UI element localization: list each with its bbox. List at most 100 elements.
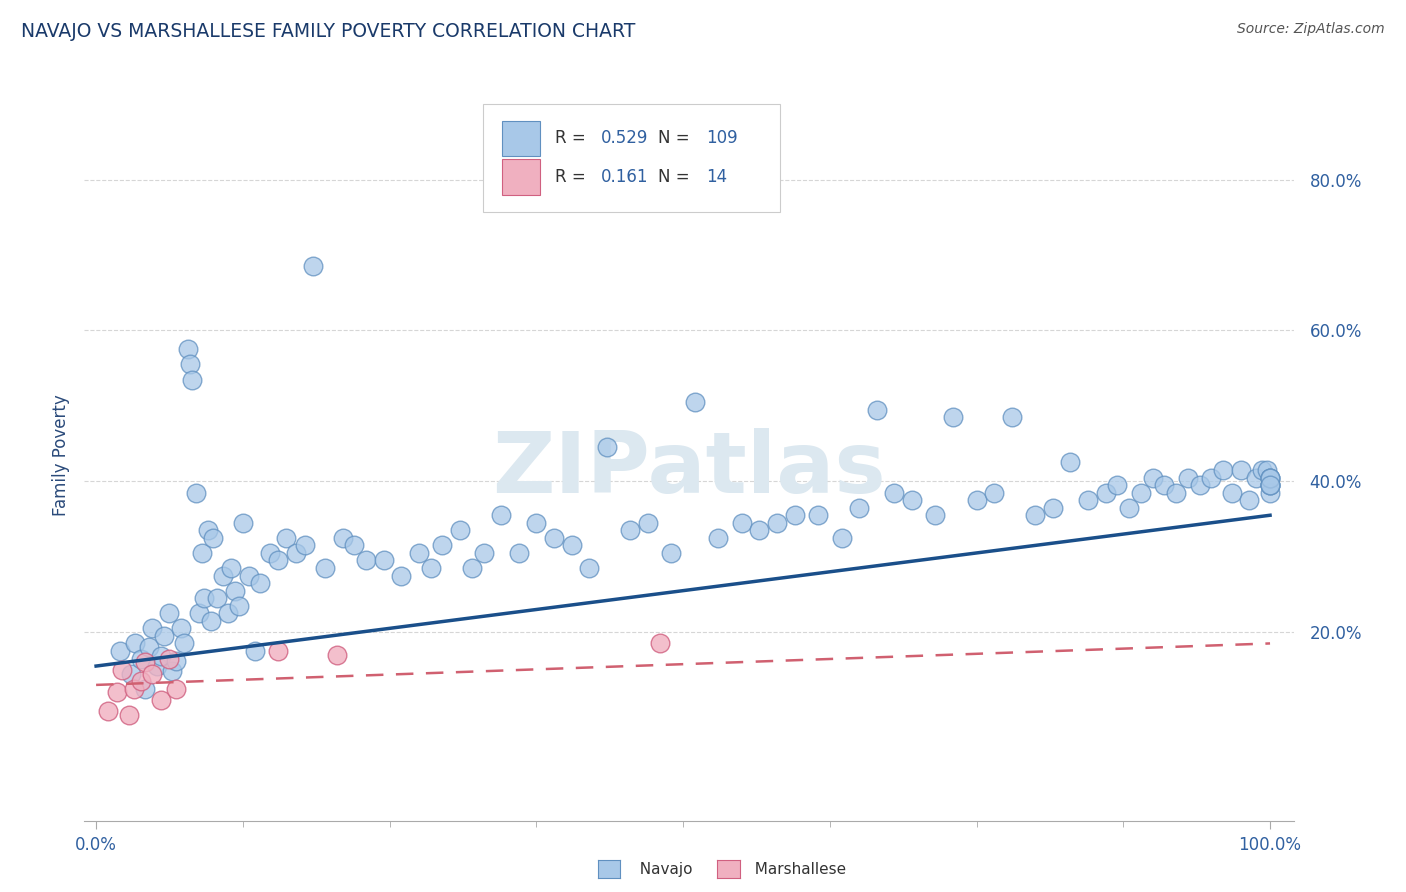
Point	[134, 655, 156, 669]
Point	[184, 485, 207, 500]
Point	[1059, 455, 1081, 469]
Point	[149, 693, 172, 707]
Point	[1188, 478, 1211, 492]
Point	[561, 538, 583, 552]
Point	[190, 546, 212, 560]
Point	[267, 644, 290, 658]
Point	[1258, 478, 1281, 492]
Point	[683, 395, 706, 409]
Point	[181, 372, 204, 386]
Point	[707, 531, 730, 545]
Point	[267, 553, 290, 567]
Point	[1229, 463, 1251, 477]
Point	[176, 343, 198, 357]
Point	[1201, 470, 1223, 484]
Point	[105, 685, 128, 699]
Point	[343, 538, 366, 552]
Point	[302, 260, 325, 274]
Point	[901, 493, 924, 508]
Point	[1001, 410, 1024, 425]
Point	[1258, 478, 1281, 492]
Point	[1258, 478, 1281, 492]
Text: 0.529: 0.529	[600, 129, 648, 147]
Point	[1258, 470, 1281, 484]
Point	[1258, 485, 1281, 500]
Point	[129, 651, 152, 665]
Point	[169, 621, 191, 635]
Point	[249, 576, 271, 591]
Point	[659, 546, 682, 560]
Point	[408, 546, 430, 560]
Text: R =: R =	[555, 129, 591, 147]
Point	[188, 607, 211, 621]
Point	[389, 568, 412, 582]
Point	[332, 531, 354, 545]
Point	[637, 516, 659, 530]
Point	[202, 531, 225, 545]
Point	[149, 649, 172, 664]
Point	[173, 636, 195, 650]
Point	[449, 524, 471, 538]
Point	[1166, 485, 1188, 500]
Point	[314, 561, 336, 575]
Point	[983, 485, 1005, 500]
FancyBboxPatch shape	[502, 160, 540, 194]
Point	[1244, 470, 1267, 484]
Point	[766, 516, 789, 530]
Point	[165, 681, 187, 696]
Point	[1258, 470, 1281, 484]
Point	[1107, 478, 1129, 492]
Point	[807, 508, 830, 523]
Point	[294, 538, 316, 552]
Point	[848, 500, 870, 515]
Point	[108, 644, 131, 658]
Y-axis label: Family Poverty: Family Poverty	[52, 394, 70, 516]
Point	[232, 516, 254, 530]
Point	[619, 524, 641, 538]
Point	[866, 402, 889, 417]
Point	[524, 516, 547, 530]
Text: NAVAJO VS MARSHALLESE FAMILY POVERTY CORRELATION CHART: NAVAJO VS MARSHALLESE FAMILY POVERTY COR…	[21, 22, 636, 41]
Point	[1177, 470, 1199, 484]
Point	[326, 648, 349, 662]
Point	[146, 659, 169, 673]
Point	[238, 568, 260, 582]
Point	[1212, 463, 1234, 477]
Point	[162, 665, 184, 679]
Point	[1250, 463, 1272, 477]
Point	[224, 583, 246, 598]
Point	[1118, 500, 1140, 515]
Point	[543, 531, 565, 545]
Point	[472, 546, 495, 560]
Point	[197, 524, 219, 538]
Point	[1153, 478, 1175, 492]
Text: N =: N =	[658, 168, 700, 186]
Point	[924, 508, 946, 523]
Text: ZIPatlas: ZIPatlas	[492, 428, 886, 511]
Point	[284, 546, 307, 560]
Text: Navajo: Navajo	[630, 863, 692, 877]
Point	[120, 666, 142, 681]
Point	[1222, 485, 1244, 500]
Point	[157, 651, 180, 665]
Point	[432, 538, 454, 552]
Point	[942, 410, 965, 425]
Point	[731, 516, 754, 530]
Point	[1256, 463, 1278, 477]
Point	[141, 666, 163, 681]
FancyBboxPatch shape	[502, 120, 540, 156]
Point	[648, 636, 671, 650]
Point	[193, 591, 215, 606]
Point	[243, 644, 266, 658]
Point	[217, 607, 239, 621]
Point	[157, 607, 180, 621]
Text: 14: 14	[706, 168, 727, 186]
Point	[1142, 470, 1164, 484]
Point	[153, 629, 176, 643]
Point	[97, 704, 120, 718]
Point	[1077, 493, 1099, 508]
Text: N =: N =	[658, 129, 695, 147]
Point	[1237, 493, 1260, 508]
Point	[165, 654, 187, 668]
Point	[966, 493, 988, 508]
